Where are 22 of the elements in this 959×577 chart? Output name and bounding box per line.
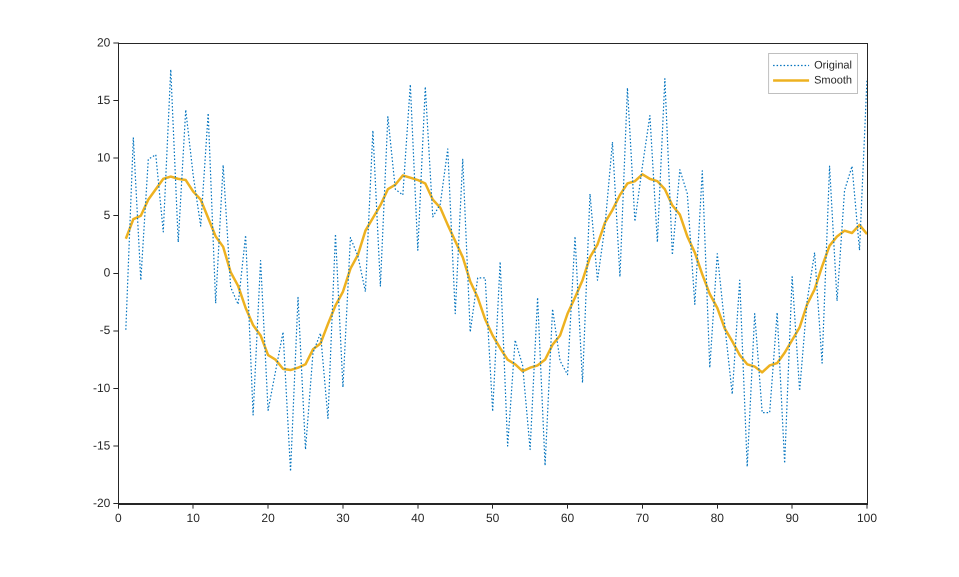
y-tick-label: -5 (100, 323, 111, 338)
x-tick-label: 0 (115, 511, 122, 526)
y-tick-label: 5 (104, 208, 111, 222)
x-tick-label: 50 (486, 511, 500, 526)
x-tick-label: 70 (636, 511, 650, 526)
y-tick-label: -20 (93, 496, 111, 510)
x-tick-label: 40 (411, 511, 425, 526)
y-tick-label: 20 (96, 35, 111, 50)
legend-label: Smooth (814, 74, 852, 87)
x-tick-label: 20 (261, 511, 276, 526)
y-tick-label: 0 (104, 266, 111, 280)
x-tick-label: 30 (336, 511, 350, 526)
y-tick-label: -10 (93, 380, 111, 395)
y-tick-label: -15 (93, 438, 111, 452)
x-tick-label: 90 (785, 511, 800, 526)
y-tick-label: 15 (96, 92, 111, 107)
legend-label: Original (814, 60, 852, 72)
x-tick-label: 60 (560, 511, 575, 526)
x-tick-label: 80 (710, 511, 724, 526)
x-tick-label: 10 (186, 511, 200, 526)
x-tick-label: 100 (856, 511, 878, 526)
y-tick-label: 10 (96, 150, 111, 164)
